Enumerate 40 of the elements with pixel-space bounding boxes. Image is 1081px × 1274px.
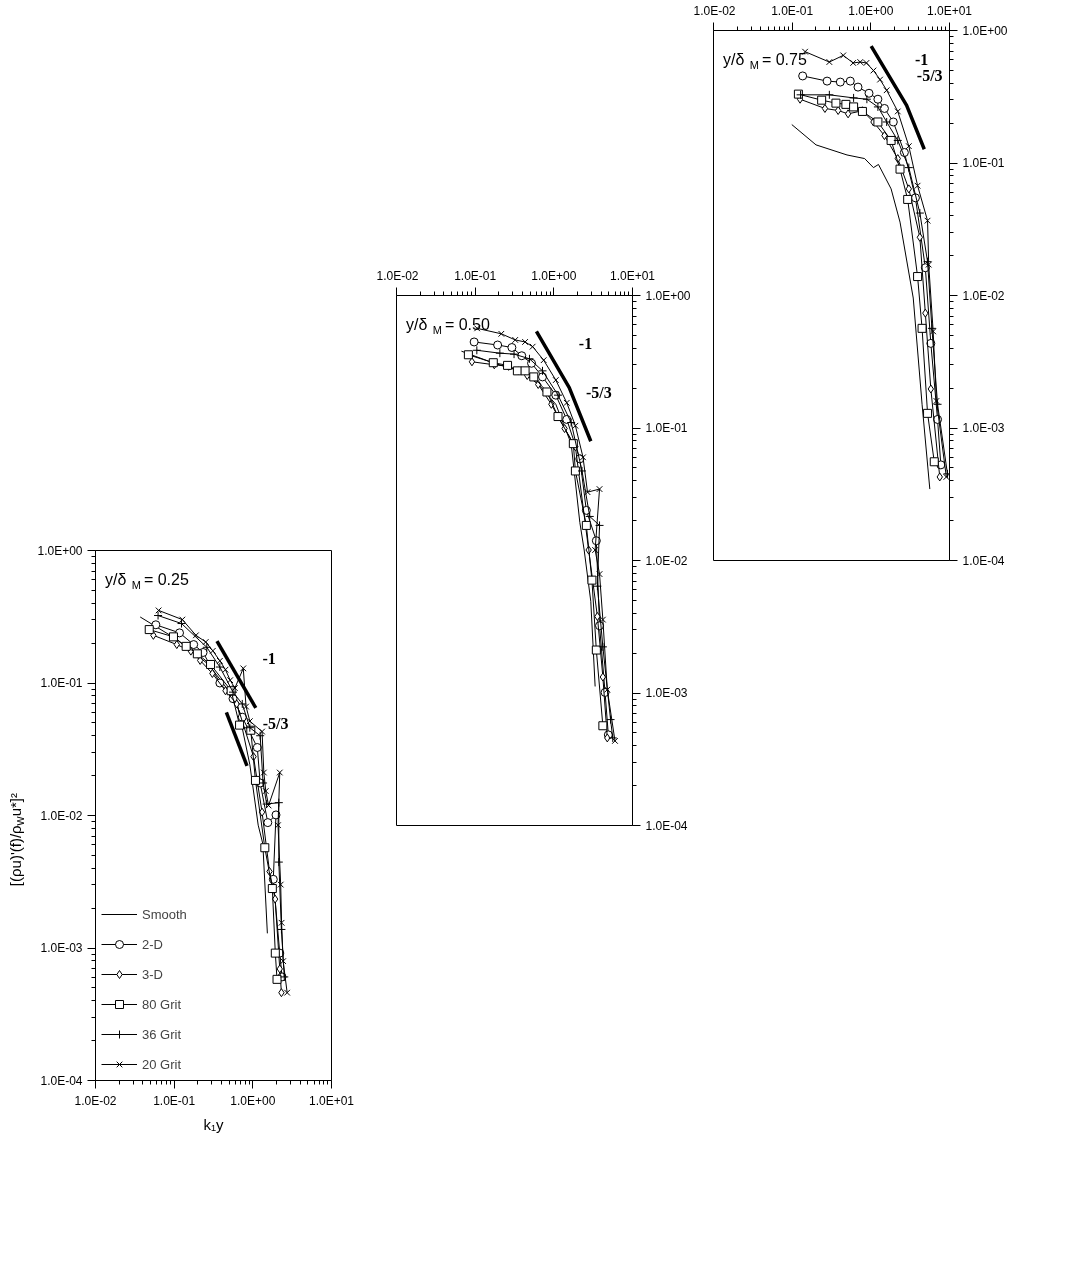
y-tick-label: 1.0E-04 (962, 553, 1005, 568)
y-tick-label: 1.0E+00 (962, 23, 1008, 38)
x-tick-label: 1.0E+00 (531, 268, 577, 283)
x-tick-label: 1.0E-01 (454, 268, 497, 283)
x-axis-title: k₁y (203, 1115, 225, 1133)
y-tick-label: 1.0E-01 (40, 676, 83, 690)
y-tick-label: 1.0E+00 (645, 288, 691, 303)
x-tick-label: 1.0E+01 (308, 1093, 355, 1108)
x-tick-label: 1.0E+00 (230, 1093, 276, 1108)
y-tick-label: 1.0E-03 (962, 421, 1005, 435)
y-tick-label: 1.0E-04 (645, 818, 688, 833)
y-tick-label: 1.0E-03 (645, 686, 688, 700)
y-tick-label: 1.0E-02 (645, 553, 688, 568)
x-tick-label: 1.0E-01 (153, 1093, 196, 1108)
annotation: -1 (914, 51, 929, 69)
annotation: -1 (578, 334, 593, 352)
y-tick-label: 1.0E-03 (40, 941, 83, 955)
legend-label: Smooth (142, 906, 187, 922)
annotation: -5/3 (916, 66, 943, 84)
x-tick-label: 1.0E+01 (926, 3, 973, 18)
x-tick-label: 1.0E+01 (609, 268, 656, 283)
legend-label: 20 Grit (142, 1056, 182, 1072)
y-tick-label: 1.0E-01 (962, 156, 1005, 170)
annotation: -5/3 (262, 714, 289, 732)
y-tick-label: 1.0E-02 (962, 288, 1005, 303)
y-tick-label: 1.0E+00 (37, 543, 83, 558)
x-tick-label: 1.0E-02 (376, 268, 419, 283)
legend-label: 80 Grit (142, 996, 182, 1012)
x-tick-label: 1.0E-02 (693, 3, 736, 18)
legend-label: 3-D (142, 966, 163, 982)
annotation: -1 (262, 650, 276, 668)
x-tick-label: 1.0E-01 (771, 3, 814, 18)
annotation: -5/3 (585, 383, 612, 401)
y-tick-label: 1.0E-02 (40, 808, 83, 823)
y-tick-label: 1.0E-04 (40, 1073, 83, 1088)
x-tick-label: 1.0E+00 (848, 3, 894, 18)
y-tick-label: 1.0E-01 (645, 421, 688, 435)
legend-label: 36 Grit (142, 1026, 182, 1042)
x-tick-label: 1.0E-02 (74, 1093, 117, 1108)
legend-label: 2-D (142, 936, 163, 952)
